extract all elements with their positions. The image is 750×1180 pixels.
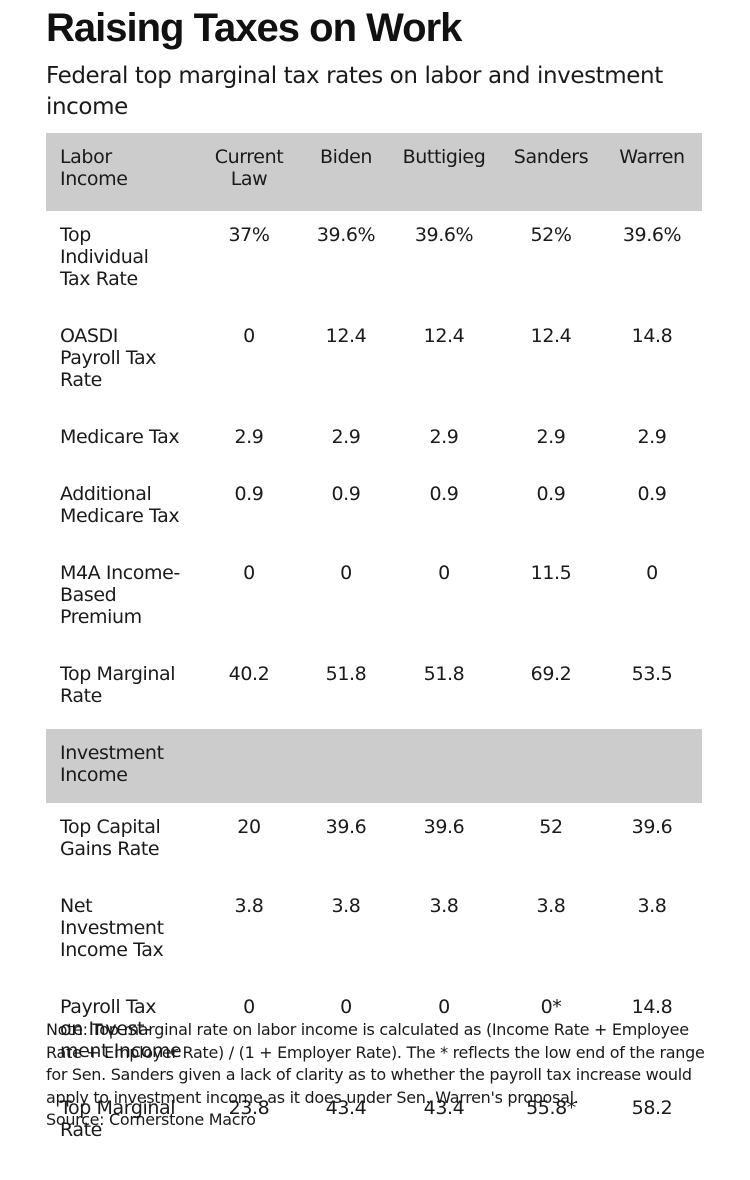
chart-title: Raising Taxes on Work xyxy=(46,6,462,50)
column-header: Biden xyxy=(319,146,373,168)
table-cell: 43.4 xyxy=(325,1097,367,1119)
table-cell: 0.9 xyxy=(331,483,361,505)
table-cell: 2.9 xyxy=(331,426,361,448)
table-cell: 0.9 xyxy=(429,483,459,505)
table-cell: 0.9 xyxy=(536,483,566,505)
table-cell: 0 xyxy=(243,562,255,584)
table-cell: 12.4 xyxy=(423,325,465,347)
row-label: Payroll Tax on Invest- ment Income xyxy=(60,996,182,1062)
table-cell: 3.8 xyxy=(429,895,459,917)
column-header: Current Law xyxy=(214,146,284,190)
table-cell: 52% xyxy=(530,224,572,246)
table-cell: 39.6% xyxy=(414,224,474,246)
column-header: Buttigieg xyxy=(402,146,486,168)
row-label: OASDI Payroll Tax Rate xyxy=(60,325,157,391)
footnote: Note: Top marginal rate on labor income … xyxy=(46,1019,716,1132)
table-cell: 0 xyxy=(243,996,255,1018)
row-label: Top Individual Tax Rate xyxy=(60,224,149,290)
section-header-band xyxy=(46,133,702,211)
table-cell: 39.6 xyxy=(423,816,465,838)
table-cell: 51.8 xyxy=(423,663,465,685)
table-cell: 51.8 xyxy=(325,663,367,685)
table-cell: 43.4 xyxy=(423,1097,465,1119)
table-cell: 14.8 xyxy=(631,996,673,1018)
row-label: Top Marginal Rate xyxy=(60,663,176,707)
table-cell: 0 xyxy=(243,325,255,347)
table-cell: 39.6 xyxy=(325,816,367,838)
table-cell: 2.9 xyxy=(429,426,459,448)
column-header: Warren xyxy=(619,146,685,168)
table-cell: 39.6% xyxy=(316,224,376,246)
table-cell: 37% xyxy=(228,224,270,246)
table-cell: 0 xyxy=(438,562,450,584)
table-cell: 14.8 xyxy=(631,325,673,347)
table-cell: 0* xyxy=(540,996,562,1018)
table-cell: 12.4 xyxy=(530,325,572,347)
table-cell: 11.5 xyxy=(530,562,572,584)
table-cell: 69.2 xyxy=(530,663,572,685)
table-cell: 53.5 xyxy=(631,663,673,685)
section-header-label: Investment Income xyxy=(60,742,164,786)
table-cell: 39.6 xyxy=(631,816,673,838)
table-cell: 3.8 xyxy=(536,895,566,917)
table-cell: 0 xyxy=(340,562,352,584)
table-cell: 58.2 xyxy=(631,1097,673,1119)
table-cell: 3.8 xyxy=(331,895,361,917)
table-cell: 0 xyxy=(646,562,658,584)
row-label: Net Investment Income Tax xyxy=(60,895,164,961)
table-cell: 2.9 xyxy=(637,426,667,448)
table-cell: 0 xyxy=(340,996,352,1018)
row-label: Additional Medicare Tax xyxy=(60,483,180,527)
table-cell: 0.9 xyxy=(234,483,264,505)
table-cell: 2.9 xyxy=(234,426,264,448)
table-cell: 12.4 xyxy=(325,325,367,347)
row-label: Top Marginal Rate xyxy=(60,1097,176,1141)
table-cell: 40.2 xyxy=(228,663,270,685)
row-label: Top Capital Gains Rate xyxy=(60,816,161,860)
table-cell: 52 xyxy=(539,816,563,838)
table-cell: 39.6% xyxy=(622,224,682,246)
table-cell: 2.9 xyxy=(536,426,566,448)
source-text: Source: Cornerstone Macro xyxy=(46,1110,256,1129)
table-cell: 55.8* xyxy=(526,1097,576,1119)
note-text: Note: Top marginal rate on labor income … xyxy=(46,1020,705,1107)
section-header-band xyxy=(46,729,702,803)
chart-subtitle: Federal top marginal tax rates on labor … xyxy=(46,63,663,120)
table-cell: 23.8 xyxy=(228,1097,270,1119)
table-cell: 20 xyxy=(237,816,261,838)
table-cell: 0.9 xyxy=(637,483,667,505)
table-cell: 0 xyxy=(438,996,450,1018)
table-cell: 3.8 xyxy=(637,895,667,917)
section-header-label: Labor Income xyxy=(60,146,128,190)
column-header: Sanders xyxy=(513,146,589,168)
table-cell: 3.8 xyxy=(234,895,264,917)
row-label: Medicare Tax xyxy=(60,426,180,448)
row-label: M4A Income- Based Premium xyxy=(60,562,180,628)
